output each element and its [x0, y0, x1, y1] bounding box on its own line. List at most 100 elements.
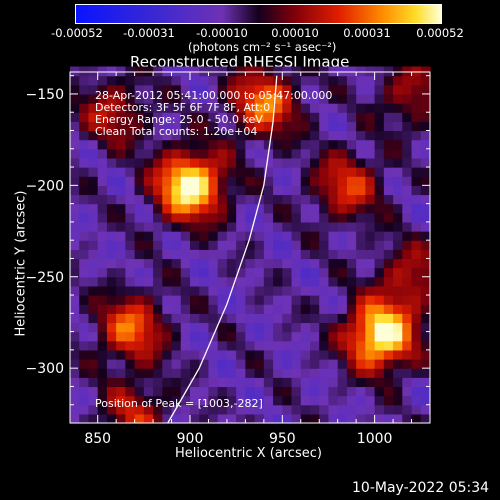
heatmap-cell [199, 221, 210, 232]
heatmap-cell [328, 66, 339, 77]
heatmap-cell [171, 258, 182, 269]
heatmap-cell [291, 276, 302, 287]
heatmap-cell [79, 221, 90, 232]
heatmap-cell [254, 167, 265, 177]
heatmap-cell [393, 368, 403, 378]
heatmap-cell [254, 313, 265, 324]
heatmap-cell [365, 75, 376, 86]
heatmap-cell [171, 148, 182, 159]
heatmap-cell [180, 139, 191, 150]
heatmap-cell [282, 404, 293, 415]
heatmap-cell [208, 395, 219, 406]
heatmap-cell [208, 121, 219, 132]
heatmap-cell [245, 386, 256, 397]
heatmap-cell [190, 404, 200, 415]
heatmap-cell [134, 404, 145, 415]
heatmap-cell [125, 377, 136, 388]
heatmap-cell [263, 231, 274, 241]
heatmap-cell [106, 295, 117, 305]
heatmap-cell [310, 340, 320, 351]
heatmap-cell [254, 322, 265, 333]
heatmap-cell [393, 139, 403, 150]
heatmap-cell [226, 176, 237, 186]
heatmap-cell [134, 75, 145, 86]
colorbar-tick-label: 0.00010 [271, 26, 319, 40]
heatmap-cell [88, 84, 99, 95]
heatmap-cell [319, 75, 330, 86]
heatmap-cell [226, 185, 237, 196]
heatmap-cell [70, 203, 80, 214]
heatmap-cell [282, 75, 293, 86]
heatmap-cell [411, 139, 422, 150]
heatmap-cell [97, 121, 108, 132]
heatmap-cell [217, 267, 228, 278]
heatmap-cell [319, 276, 330, 287]
heatmap-cell [79, 139, 90, 150]
heatmap-cell [88, 240, 99, 250]
heatmap-cell [226, 322, 237, 333]
heatmap-cell [393, 322, 403, 333]
heatmap-cell [337, 258, 348, 269]
heatmap-cell [356, 258, 366, 269]
heatmap-cell [254, 84, 265, 95]
heatmap-cell [153, 112, 163, 122]
heatmap-cell [263, 221, 274, 232]
heatmap-cell [97, 258, 108, 269]
heatmap-cell [393, 340, 403, 351]
heatmap-cell [346, 157, 357, 168]
heatmap-cell [365, 84, 376, 95]
heatmap-cell [97, 66, 108, 77]
heatmap-cell [70, 194, 80, 205]
heatmap-cell [365, 331, 376, 342]
heatmap-cell [291, 413, 302, 424]
heatmap-cell [171, 295, 182, 305]
heatmap-cell [190, 75, 200, 86]
heatmap-cell [190, 167, 200, 177]
heatmap-cell [273, 221, 283, 232]
heatmap-cell [97, 240, 108, 250]
x-tick-label: 850 [84, 431, 111, 447]
heatmap-cell [282, 185, 293, 196]
annotation-time-range: 28-Apr-2012 05:41:00.000 to 05:47:00.000 [95, 89, 333, 102]
heatmap-cell [273, 212, 283, 223]
heatmap-cell [245, 304, 256, 314]
heatmap-cell [337, 66, 348, 77]
heatmap-cell [263, 285, 274, 296]
heatmap-cell [236, 231, 246, 241]
heatmap-cell [254, 377, 265, 388]
heatmap-cell [134, 276, 145, 287]
heatmap-cell [97, 112, 108, 122]
heatmap-cell [245, 221, 256, 232]
heatmap-cell [402, 185, 413, 196]
heatmap-cell [171, 167, 182, 177]
heatmap-cell [374, 285, 385, 296]
heatmap-cell [217, 331, 228, 342]
heatmap-cell [79, 194, 90, 205]
heatmap-cell [236, 331, 246, 342]
heatmap-cell [190, 103, 200, 113]
heatmap-cell [134, 413, 145, 424]
heatmap-cell [208, 157, 219, 168]
heatmap-cell [319, 66, 330, 77]
heatmap-cell [116, 157, 126, 168]
heatmap-cell [143, 84, 154, 95]
heatmap-cell [402, 413, 413, 424]
heatmap-cell [420, 349, 431, 360]
heatmap-cell [143, 331, 154, 342]
heatmap-cell [134, 258, 145, 269]
heatmap-cell [208, 185, 219, 196]
heatmap-cell [337, 386, 348, 397]
heatmap-cell [337, 267, 348, 278]
heatmap-cell [300, 203, 311, 214]
heatmap-cell [153, 185, 163, 196]
heatmap-cell [79, 212, 90, 223]
heatmap-cell [374, 103, 385, 113]
heatmap-cell [337, 295, 348, 305]
heatmap-cell [171, 84, 182, 95]
heatmap-cell [162, 84, 173, 95]
heatmap-cell [420, 404, 431, 415]
heatmap-cell [125, 176, 136, 186]
heatmap-cell [383, 203, 394, 214]
heatmap-cell [374, 368, 385, 378]
heatmap-cell [88, 359, 99, 369]
